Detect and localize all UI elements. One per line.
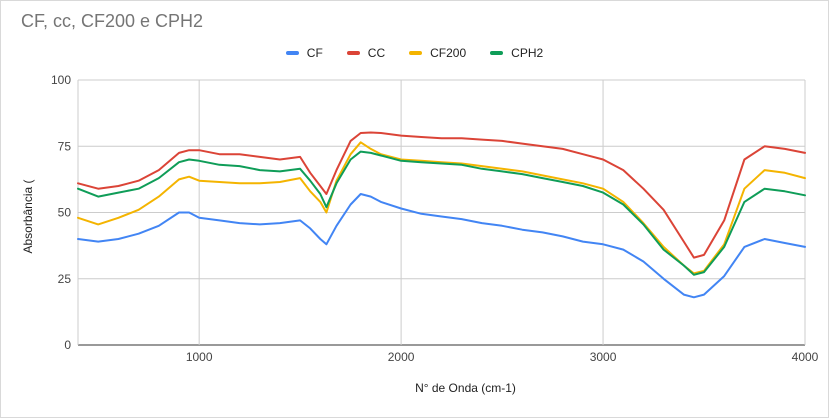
legend-item-cc: CC <box>346 46 386 60</box>
legend-label: CF200 <box>430 46 467 60</box>
y-tick-label: 100 <box>51 73 71 87</box>
legend-item-cph2: CPH2 <box>490 46 543 60</box>
y-axis-title: Absorbância ( <box>21 179 35 253</box>
chart-legend: CF CC CF200 CPH2 <box>0 45 829 61</box>
legend-label: CC <box>367 46 386 60</box>
legend-swatch <box>346 51 360 55</box>
legend-swatch <box>490 51 504 55</box>
legend-swatch <box>285 51 299 55</box>
x-tick-label: 3000 <box>590 350 617 364</box>
y-tick-label: 25 <box>58 272 72 286</box>
x-tick-label: 1000 <box>186 350 213 364</box>
chart-title: CF, cc, CF200 e CPH2 <box>21 11 204 31</box>
y-tick-label: 0 <box>64 338 71 352</box>
x-tick-label: 4000 <box>792 350 819 364</box>
y-tick-label: 75 <box>58 139 72 153</box>
series-line-cc <box>77 131 806 259</box>
x-axis-title: N° de Onda (cm-1) <box>415 381 516 395</box>
series-line-cf200 <box>77 141 806 275</box>
legend-swatch <box>409 51 423 55</box>
series-line-cph2 <box>77 150 806 276</box>
legend-label: CPH2 <box>511 46 544 60</box>
legend-item-cf200: CF200 <box>409 46 466 60</box>
series-line-cf <box>77 193 806 299</box>
legend-label: CF <box>306 46 323 60</box>
y-tick-label: 50 <box>58 206 72 220</box>
legend-item-cf: CF <box>285 46 323 60</box>
x-tick-label: 2000 <box>388 350 415 364</box>
